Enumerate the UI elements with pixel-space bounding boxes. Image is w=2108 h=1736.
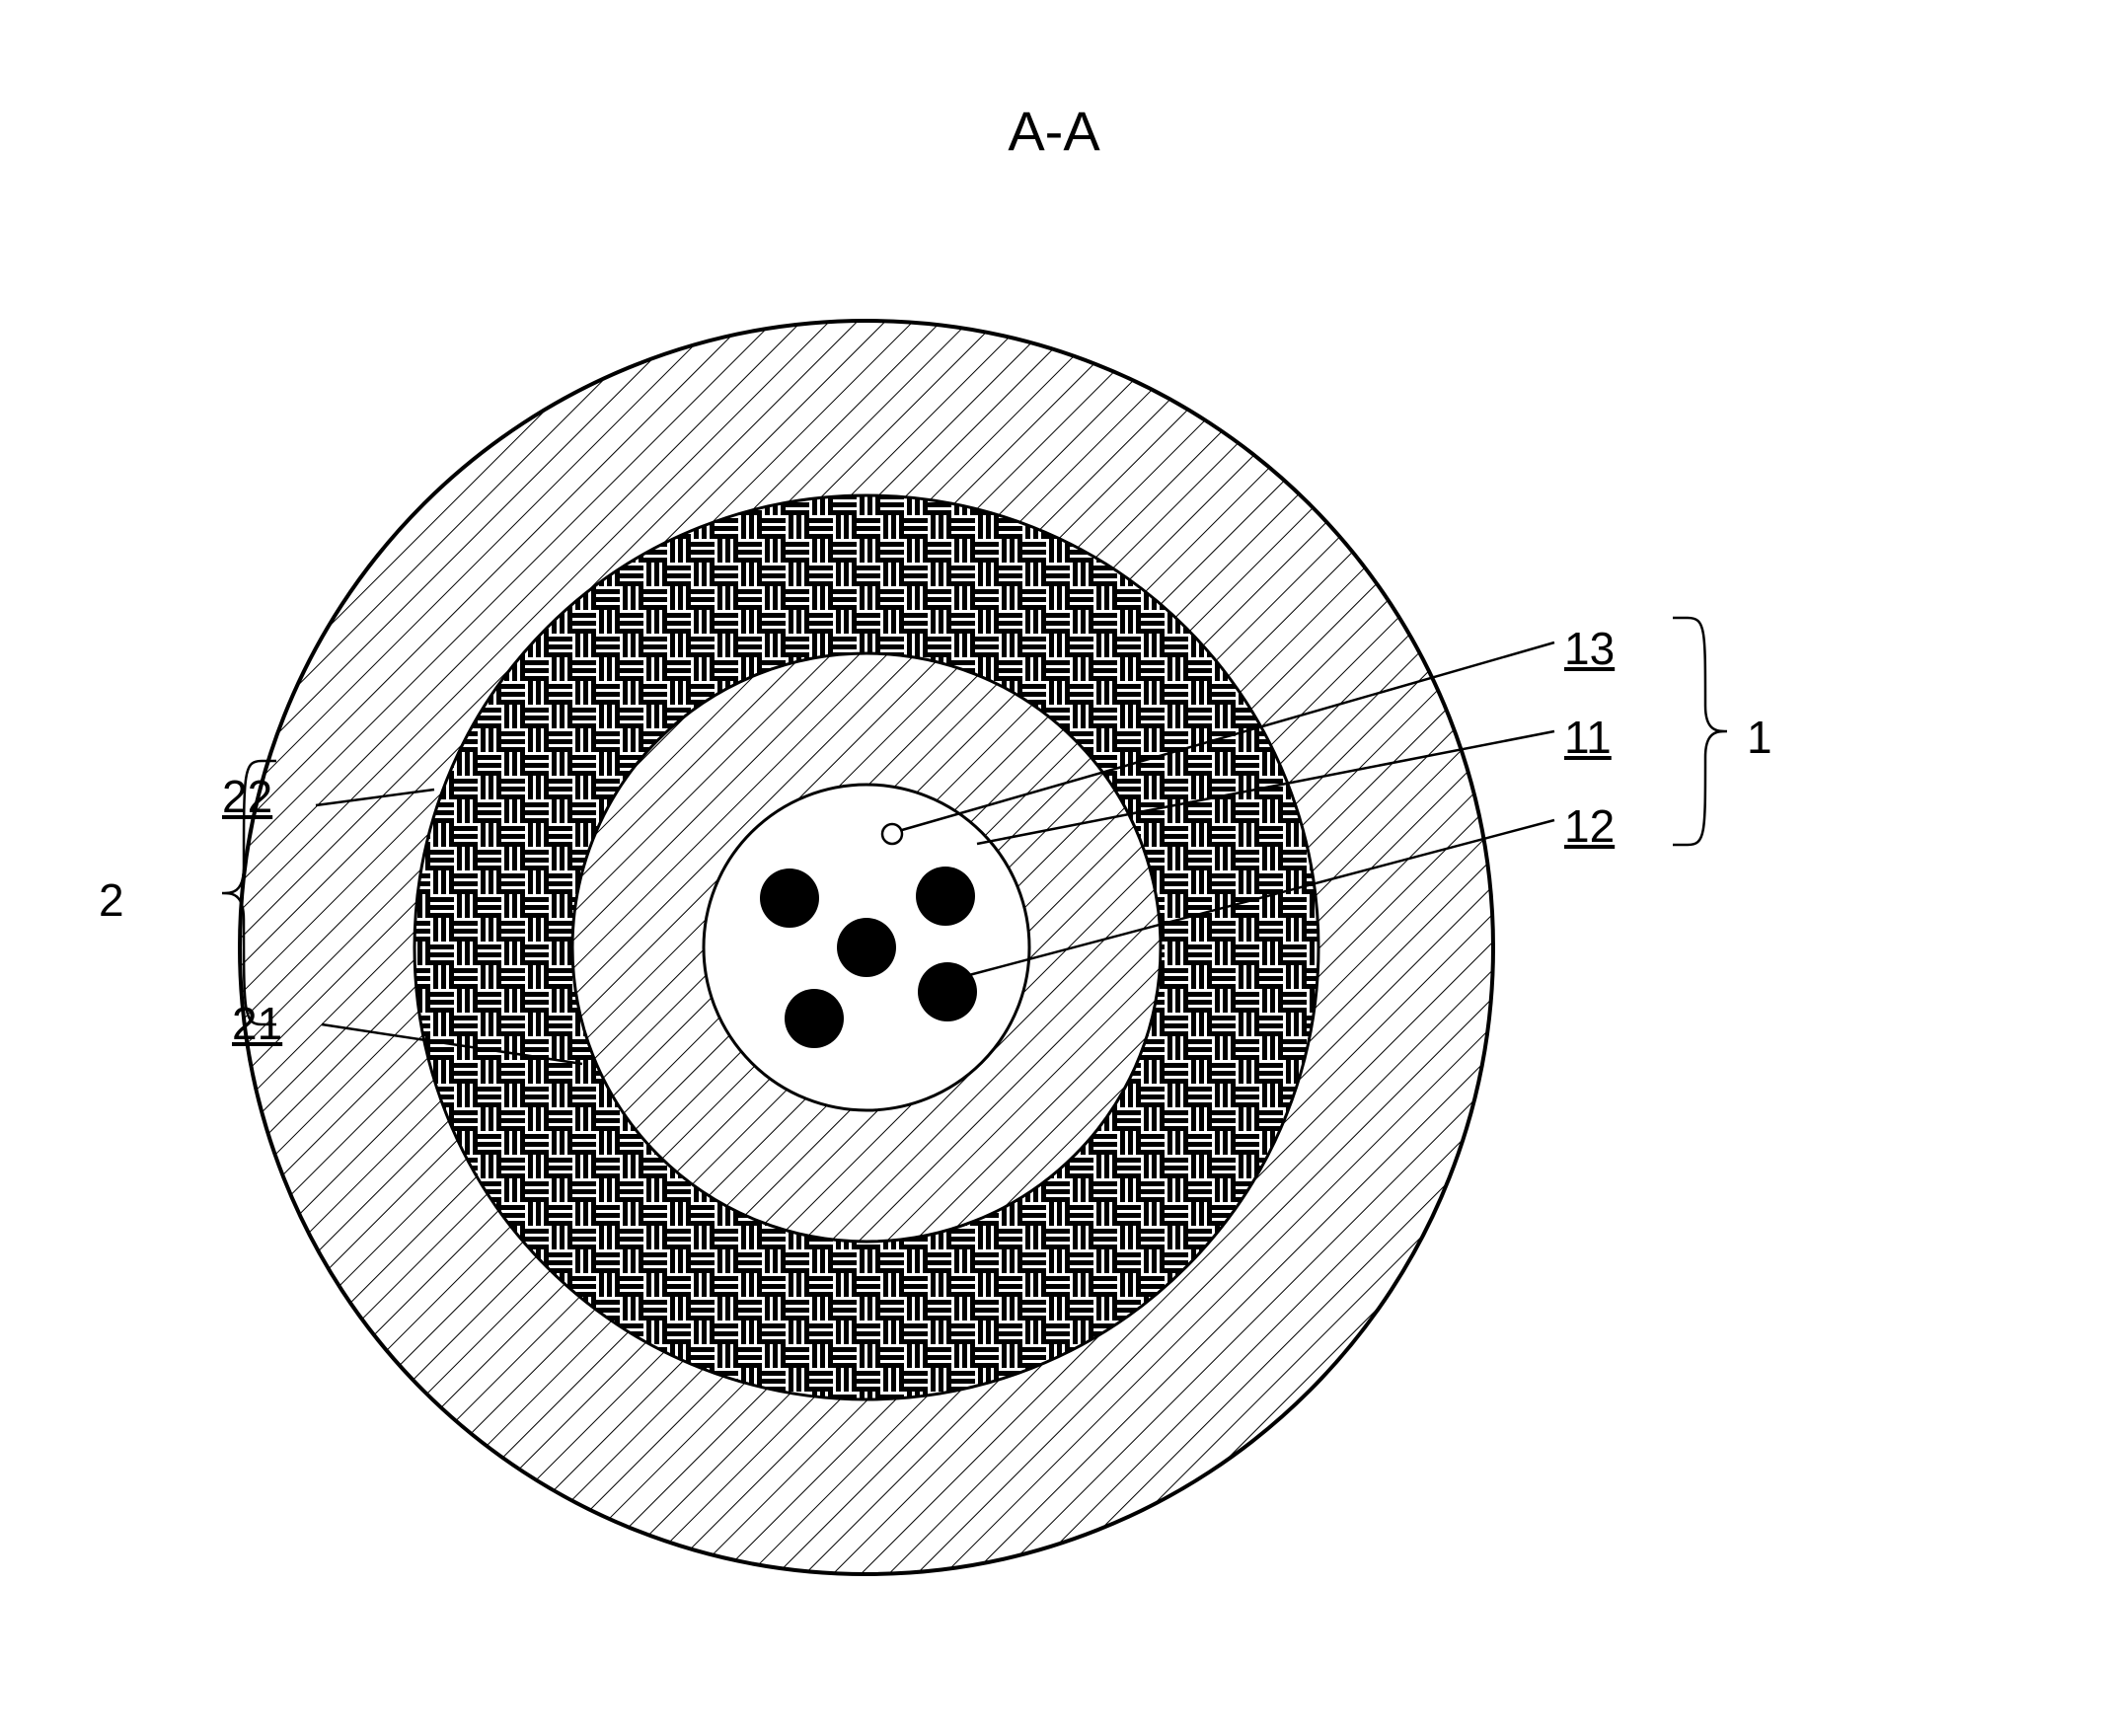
- dot-12-ur: [916, 867, 975, 926]
- label-21: 21: [232, 997, 282, 1050]
- label-11: 11: [1564, 711, 1612, 764]
- dot-12-center: [837, 918, 896, 977]
- small-circle-13: [882, 824, 902, 844]
- label-2: 2: [99, 873, 124, 927]
- figure-container: A-A: [39, 39, 2069, 1697]
- label-1: 1: [1747, 711, 1772, 764]
- dot-12-lr: [918, 962, 977, 1021]
- label-12: 12: [1564, 799, 1615, 853]
- ring-11: [217, 207, 1895, 1688]
- dot-12-ul: [760, 868, 819, 928]
- label-22: 22: [222, 770, 272, 823]
- dot-12-ll: [785, 989, 844, 1048]
- section-title: A-A: [1008, 99, 1099, 163]
- label-13: 13: [1564, 622, 1615, 675]
- cross-section-diagram: [217, 207, 1895, 1688]
